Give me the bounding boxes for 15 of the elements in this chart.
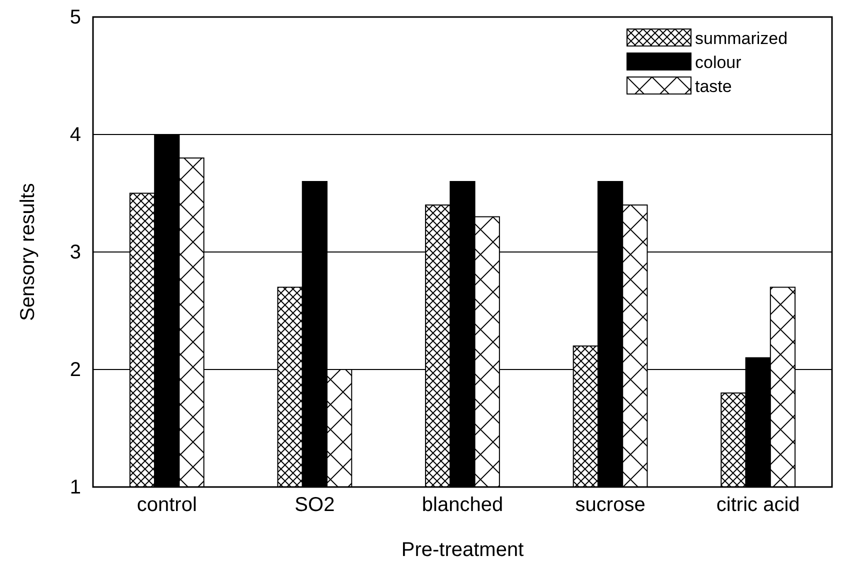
legend-label: taste [695,77,732,96]
y-tick-label: 5 [70,6,81,28]
x-tick-label: sucrose [575,494,646,516]
x-axis-title: Pre-treatment [401,539,524,561]
y-tick-label: 3 [70,241,81,264]
x-tick-label: SO2 [294,494,335,516]
y-axis-title: Sensory results [17,183,39,321]
x-tick-label: citric acid [716,494,800,516]
x-tick-label: control [136,494,197,516]
y-tick-label: 2 [70,358,81,381]
y-tick-label: 1 [70,476,81,498]
y-tick-label: 4 [70,124,81,146]
legend-label: colour [695,53,742,72]
legend-label: summarized [695,29,788,48]
x-tick-label: blanched [422,494,504,516]
